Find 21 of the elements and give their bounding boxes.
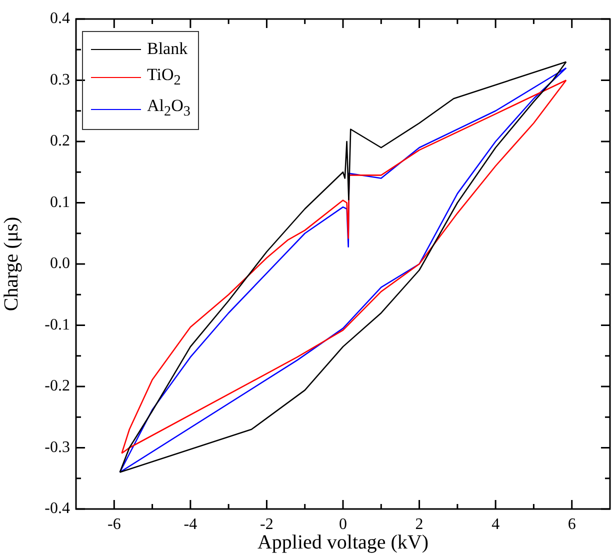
x-tick-label: 6: [568, 516, 576, 533]
legend-label: TiO$_{2}$: [147, 64, 181, 90]
x-tick-label: 4: [492, 516, 500, 533]
y-tick-label: 0.4: [50, 10, 70, 28]
x-axis-title: Applied voltage (kV): [257, 531, 429, 554]
y-tick-label: 0.1: [50, 194, 70, 211]
y-tick-label: 0.3: [50, 71, 70, 88]
y-tick-label: 0.2: [50, 132, 70, 150]
x-tick-label: 2: [415, 516, 424, 533]
legend-label: Al$_{2}$O$_{3}$: [147, 95, 190, 122]
y-tick-label: -0.2: [44, 378, 70, 395]
y-tick-label: -0.3: [44, 438, 70, 456]
x-tick-label: -2: [260, 516, 274, 533]
x-tick-label: -6: [107, 516, 121, 533]
legend-label: Blank: [147, 38, 188, 60]
x-tick-label: -4: [184, 516, 198, 533]
y-tick-label: -0.4: [44, 500, 70, 518]
y-tick-label: 0.0: [50, 255, 70, 272]
y-axis-title: Charge (μs): [0, 216, 22, 312]
x-tick-label: 0: [339, 516, 347, 533]
y-tick-label: -0.1: [44, 316, 70, 334]
